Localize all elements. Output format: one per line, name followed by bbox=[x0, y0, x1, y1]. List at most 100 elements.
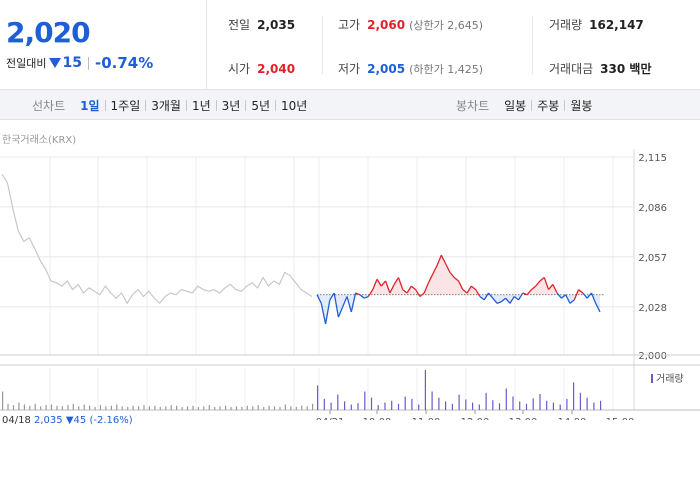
today-line-segment bbox=[569, 299, 575, 304]
volume-bar bbox=[138, 406, 140, 410]
volume-bar bbox=[18, 402, 20, 410]
y-tick-label: 2,028 bbox=[638, 303, 667, 314]
candle-daily-button[interactable]: 일봉 bbox=[504, 98, 527, 113]
today-line-segment bbox=[526, 289, 532, 296]
period-10y-button[interactable]: 10년 bbox=[281, 98, 308, 113]
toolbar-divider bbox=[104, 99, 106, 111]
today-line-segment bbox=[565, 294, 571, 304]
volume-bar bbox=[67, 405, 69, 410]
today-line-segment bbox=[372, 278, 378, 290]
candle-weekly-button[interactable]: 주봉 bbox=[537, 98, 560, 113]
volume-bar bbox=[445, 401, 447, 410]
today-line-segment bbox=[535, 280, 541, 287]
volume-bar bbox=[344, 401, 346, 410]
volume-value: 162,147 bbox=[589, 18, 644, 32]
amount-value: 330 백만 bbox=[600, 62, 652, 76]
candle-monthly-button[interactable]: 월봉 bbox=[570, 98, 593, 113]
period-1d-button[interactable]: 1일 bbox=[80, 98, 100, 113]
volume-bar bbox=[357, 403, 359, 410]
candle-chart-title: 봉차트 bbox=[456, 98, 490, 113]
today-line-segment bbox=[470, 285, 477, 291]
change-amount: 15 bbox=[62, 55, 82, 71]
today-line-segment bbox=[440, 254, 447, 265]
change-label: 전일대비 bbox=[6, 57, 47, 70]
today-line-segment bbox=[363, 295, 369, 299]
today-area-segment bbox=[441, 255, 446, 295]
volume-bar bbox=[176, 405, 178, 410]
volume-bar bbox=[512, 396, 514, 410]
candle-chart-periods: 봉차트 일봉 주봉 월봉 bbox=[456, 90, 597, 120]
today-line-segment bbox=[384, 280, 391, 294]
volume-bar bbox=[50, 404, 53, 410]
x-tick-label: 11:00 bbox=[412, 417, 441, 420]
period-3y-button[interactable]: 3년 bbox=[221, 98, 241, 113]
period-1y-button[interactable]: 1년 bbox=[191, 98, 211, 113]
x-tick-label: 12:00 bbox=[461, 417, 490, 420]
volume-bar bbox=[566, 398, 568, 410]
volume-bar bbox=[121, 406, 123, 410]
x-tick-label: 13:00 bbox=[509, 417, 538, 420]
today-line-segment bbox=[586, 292, 592, 299]
toolbar-divider bbox=[531, 99, 533, 111]
volume-bar bbox=[165, 406, 167, 410]
prev-close-value: 2,035 bbox=[257, 18, 296, 32]
toolbar-divider bbox=[185, 99, 187, 111]
lower-limit: (하한가 1,425) bbox=[409, 63, 483, 76]
today-area-segment bbox=[548, 284, 553, 295]
down-triangle-icon bbox=[49, 58, 62, 68]
change-row: 전일대비 15 -0.74% bbox=[6, 54, 153, 72]
volume-bar bbox=[498, 403, 501, 410]
volume-bar bbox=[306, 406, 308, 410]
volume-bar bbox=[89, 405, 91, 410]
volume-legend-label: 거래량 bbox=[656, 373, 684, 385]
today-line-segment bbox=[505, 297, 511, 304]
change-rate: -0.74% bbox=[94, 54, 154, 72]
today-line-segment bbox=[530, 285, 537, 291]
prev-close-stat: 전일 2,035 bbox=[228, 16, 295, 33]
period-5y-button[interactable]: 5년 bbox=[251, 98, 271, 113]
today-area-segment bbox=[428, 274, 433, 295]
volume-bar bbox=[110, 405, 112, 410]
x-tick-label: 10:00 bbox=[363, 417, 392, 420]
volume-bar bbox=[559, 404, 561, 410]
volume-bar bbox=[397, 403, 400, 410]
volume-bar bbox=[424, 370, 426, 410]
today-area-segment bbox=[531, 286, 536, 295]
open-value: 2,040 bbox=[257, 62, 296, 76]
today-line-segment bbox=[380, 280, 387, 287]
volume-bar bbox=[505, 388, 507, 410]
today-line-segment bbox=[410, 285, 417, 291]
volume-stat: 거래량 162,147 bbox=[549, 16, 644, 33]
volume-bar bbox=[451, 403, 453, 410]
volume-bar bbox=[7, 403, 9, 410]
today-line-segment bbox=[492, 297, 498, 304]
line-chart-periods: 선차트 1일 1주일 3개월 1년 3년 5년 10년 bbox=[32, 90, 312, 120]
volume-bar bbox=[525, 403, 528, 410]
open-stat: 시가 2,040 bbox=[228, 60, 295, 77]
today-area-segment bbox=[501, 294, 506, 302]
volume-bar bbox=[418, 404, 420, 410]
today-line-segment bbox=[342, 296, 348, 308]
upper-limit: (상한가 2,645) bbox=[409, 19, 483, 32]
volume-bar bbox=[411, 398, 413, 410]
prev-close-label: 전일 bbox=[228, 18, 251, 32]
volume-bar bbox=[143, 405, 145, 410]
volume-bar bbox=[154, 405, 156, 410]
volume-bar bbox=[225, 405, 227, 410]
volume-bar bbox=[519, 401, 521, 410]
stat-divider bbox=[322, 16, 323, 74]
volume-bar bbox=[350, 404, 352, 410]
low-label: 저가 bbox=[338, 62, 361, 76]
prev-day-line bbox=[1, 173, 313, 305]
volume-bar bbox=[257, 405, 259, 410]
amount-stat: 거래대금 330 백만 bbox=[549, 60, 651, 77]
volume-bar bbox=[12, 405, 15, 410]
period-1w-button[interactable]: 1주일 bbox=[110, 98, 141, 113]
volume-bar bbox=[99, 405, 102, 410]
today-line-segment bbox=[449, 271, 455, 278]
line-chart-title: 선차트 bbox=[32, 98, 66, 113]
volume-bar bbox=[573, 382, 575, 410]
volume-bar bbox=[377, 405, 379, 410]
volume-bar bbox=[279, 406, 281, 410]
period-3m-button[interactable]: 3개월 bbox=[151, 98, 181, 113]
